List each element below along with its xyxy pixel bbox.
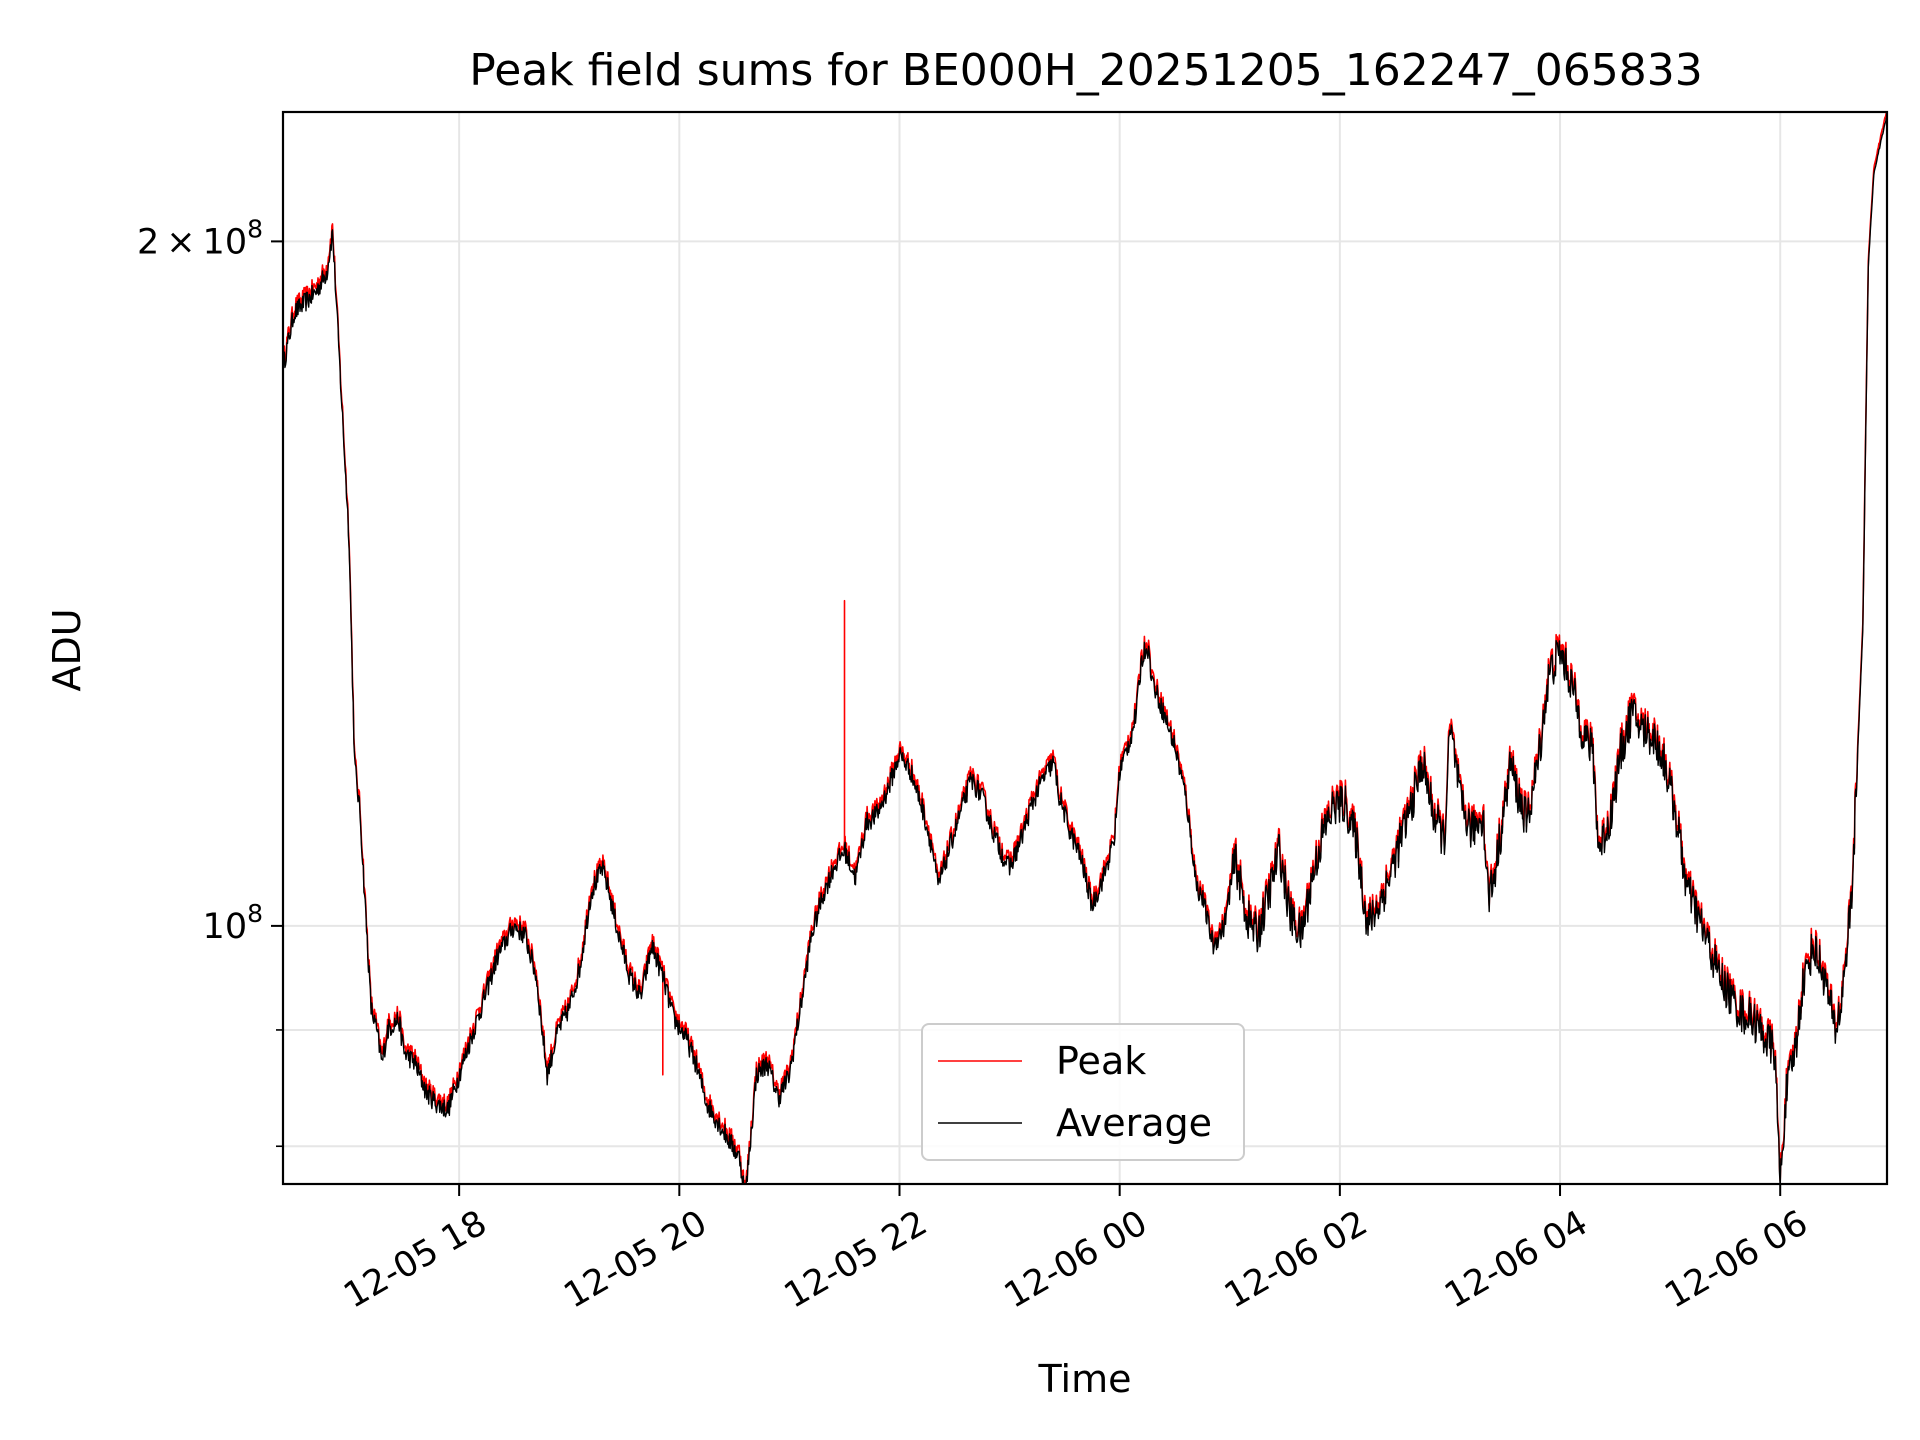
- legend-average-label: Average: [1056, 1101, 1212, 1145]
- y-tick-exponent: 8: [247, 899, 263, 928]
- y-tick-exponent: 8: [247, 214, 263, 243]
- y-tick-coef: 2 ×: [137, 222, 203, 262]
- y-tick-label: 108: [203, 899, 263, 947]
- chart-title: Peak field sums for BE000H_20251205_1622…: [469, 45, 1702, 96]
- plot-lines: [283, 112, 1887, 1184]
- x-axis-label: Time: [1038, 1357, 1132, 1401]
- y-tick-label: 2 × 108: [137, 214, 263, 262]
- y-axis-label: ADU: [45, 608, 89, 691]
- plot-frame: [281, 110, 1889, 1186]
- y-tick-base: 10: [203, 222, 248, 262]
- legend-peak-label: Peak: [1056, 1039, 1146, 1083]
- legend-box: [921, 1023, 1245, 1161]
- legend: Peak Average: [921, 1023, 1245, 1161]
- y-tick-base: 10: [203, 907, 248, 947]
- average-series-line: [283, 116, 1887, 1184]
